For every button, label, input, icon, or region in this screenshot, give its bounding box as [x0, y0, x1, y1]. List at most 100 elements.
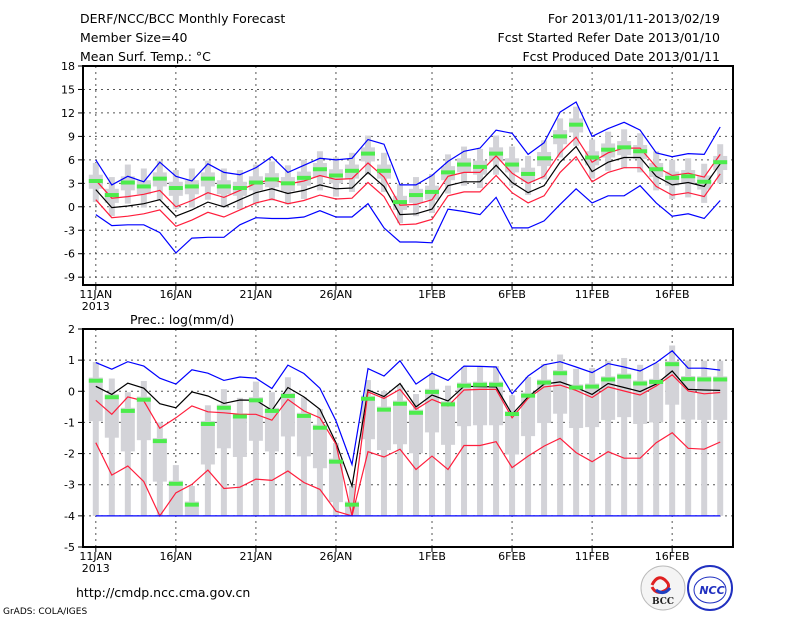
box-whisker — [653, 363, 660, 516]
green-marker — [392, 200, 407, 205]
green-marker — [409, 410, 424, 415]
source-url[interactable]: http://cmdp.ncc.cma.gov.cn — [76, 585, 250, 600]
green-marker — [280, 393, 295, 398]
green-marker — [553, 371, 568, 376]
green-marker — [360, 151, 375, 156]
box-whisker — [108, 378, 115, 516]
y-tick-label: -1 — [64, 416, 75, 429]
box-whisker — [445, 385, 452, 516]
green-marker — [184, 502, 199, 507]
green-marker — [713, 377, 728, 382]
box-whisker — [413, 394, 420, 516]
box-whisker — [701, 360, 708, 516]
box-iqr — [104, 394, 119, 438]
box-iqr — [425, 388, 440, 433]
green-marker — [328, 173, 343, 178]
green-marker — [697, 377, 712, 382]
box-whisker — [124, 392, 131, 516]
box-iqr — [601, 376, 616, 420]
green-marker — [425, 389, 440, 394]
green-marker — [489, 382, 504, 387]
green-marker — [649, 167, 664, 172]
box-iqr — [296, 412, 311, 457]
box-whisker — [637, 364, 644, 516]
green-marker — [633, 381, 648, 386]
green-marker — [617, 145, 632, 150]
box-whisker — [188, 485, 195, 516]
y-tick-label: 0 — [68, 201, 75, 214]
green-marker — [633, 149, 648, 154]
green-marker — [232, 186, 247, 191]
variable-label: Mean Surf. Temp.: °C — [80, 49, 211, 64]
x-tick-label: 16FEB — [655, 288, 690, 301]
green-marker — [473, 382, 488, 387]
y-tick-label: -2 — [64, 448, 75, 461]
y-tick-label: 12 — [61, 107, 75, 120]
box-whisker — [589, 367, 596, 516]
box-iqr — [681, 376, 696, 420]
x-tick-label: 16JAN — [159, 550, 192, 563]
y-tick-label: 2 — [68, 323, 75, 336]
green-marker — [296, 413, 311, 418]
box-iqr — [120, 407, 135, 452]
y-tick-label: -5 — [64, 541, 75, 554]
member-size: Member Size=40 — [80, 30, 187, 45]
green-marker — [681, 174, 696, 179]
box-iqr — [232, 413, 247, 457]
y-tick-label: -6 — [64, 248, 75, 261]
box-iqr — [473, 381, 488, 426]
x-tick-label: 21JAN — [240, 288, 273, 301]
box-whisker — [509, 395, 516, 516]
box-iqr — [505, 410, 520, 455]
y-tick-label: -3 — [64, 479, 75, 492]
grads-credit: GrADS: COLA/IGES — [3, 607, 87, 617]
green-marker — [553, 134, 568, 139]
green-marker — [104, 395, 119, 400]
green-marker — [168, 481, 183, 486]
box-iqr — [248, 397, 263, 441]
green-marker — [376, 407, 391, 412]
y-tick-label: 3 — [68, 177, 75, 190]
green-marker — [409, 193, 424, 198]
precipitation-panel: -5 -4 -3 -2 -1 0 1 2 11JAN 16JAN 21JAN 26JAN 1FEB 6FE… — [64, 323, 734, 575]
box-iqr — [136, 396, 151, 441]
y-tick-label: -3 — [64, 224, 75, 237]
green-marker — [392, 401, 407, 406]
series-line-red-hi — [95, 374, 721, 517]
box-iqr — [200, 420, 215, 465]
x-tick-label: 11FEB — [575, 288, 610, 301]
series-line-red-lo — [95, 155, 721, 228]
box-whisker — [140, 381, 147, 516]
x-tick-label: 1FEB — [418, 288, 446, 301]
green-marker — [521, 393, 536, 398]
green-marker — [489, 151, 504, 156]
box-iqr — [633, 380, 648, 424]
green-marker — [505, 162, 520, 167]
box-whisker — [284, 377, 291, 516]
green-marker — [376, 168, 391, 173]
green-marker — [184, 184, 199, 189]
green-marker — [168, 186, 183, 191]
green-marker — [505, 412, 520, 417]
green-marker — [152, 439, 167, 444]
box-iqr — [441, 401, 456, 445]
plot-frame — [82, 328, 734, 548]
box-whisker — [669, 345, 676, 516]
box-whisker — [348, 485, 355, 516]
y-tick-label: -4 — [64, 510, 75, 523]
green-marker — [232, 414, 247, 419]
green-marker — [216, 405, 231, 410]
series-line-blue-lo — [95, 184, 721, 254]
green-marker — [312, 167, 327, 172]
green-marker — [120, 408, 135, 413]
box-iqr — [649, 378, 664, 423]
box-iqr — [457, 382, 472, 427]
box-whisker — [573, 368, 580, 516]
green-marker — [569, 385, 584, 390]
box-whisker — [493, 366, 500, 516]
precip-label: Prec.: log(mm/d) — [130, 312, 234, 327]
x-tick-label: 1FEB — [418, 550, 446, 563]
ncc-logo-text: NCC — [699, 584, 724, 597]
green-marker — [216, 184, 231, 189]
